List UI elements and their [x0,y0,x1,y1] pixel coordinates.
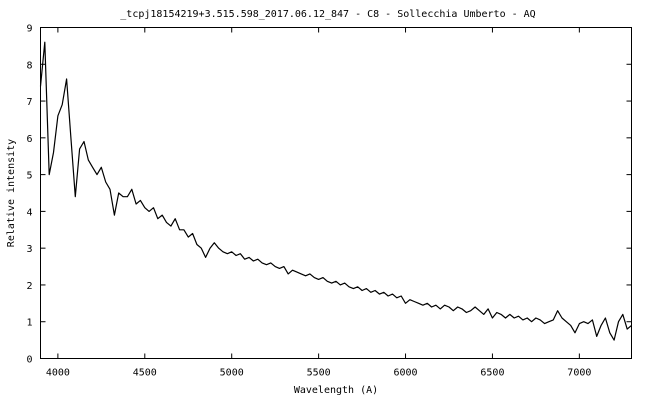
x-tick-label: 4000 [46,368,70,379]
x-tick-label: 5000 [220,368,244,379]
x-tick-label: 7000 [567,368,591,379]
y-axis-label: Relative intensity [6,139,17,247]
y-tick-label: 5 [26,171,32,182]
spectrum-line [39,41,632,341]
x-axis-label: Wavelength (A) [294,385,378,396]
y-tick-label: 7 [26,97,32,108]
y-tick-label: 4 [26,207,32,218]
y-tick-label: 6 [26,134,32,145]
y-tick-label: 1 [26,318,32,329]
y-tick-label: 8 [26,60,32,71]
x-tick-label: 6500 [480,368,504,379]
x-tick-label: 4500 [133,368,157,379]
plot-frame [40,27,632,359]
x-tick-label: 6000 [393,368,417,379]
chart-title: _tcpj18154219+3.515.598_2017.06.12_847 -… [120,9,535,20]
y-tick-label: 3 [26,244,32,255]
y-tick-label: 0 [26,355,32,366]
y-tick-label: 2 [26,281,32,292]
y-tick-label: 9 [26,24,32,35]
x-tick-label: 5500 [307,368,331,379]
